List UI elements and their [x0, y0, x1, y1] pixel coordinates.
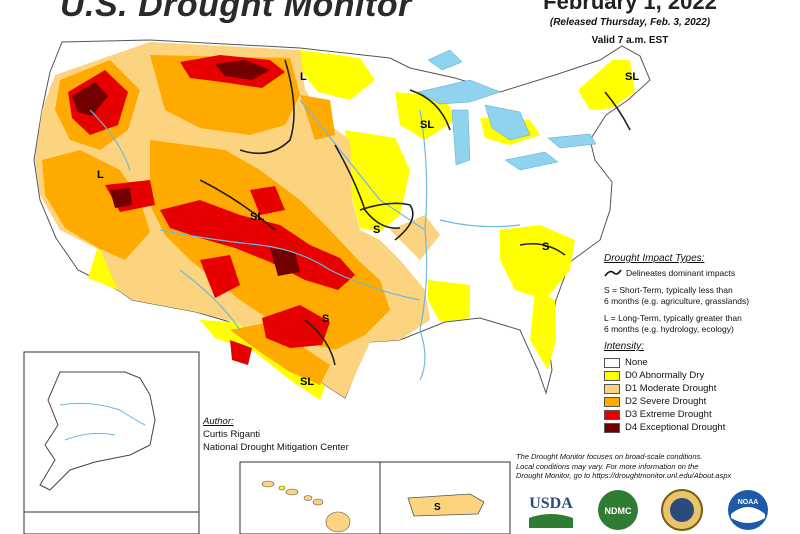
legend-label-d1: D1 Moderate Drought	[625, 383, 717, 394]
legend-item-d1: D1 Moderate Drought	[604, 382, 794, 395]
rivers	[89, 99, 521, 381]
puerto-rico-shape	[407, 493, 485, 517]
legend-label-d0: D0 Abnormally Dry	[625, 370, 705, 381]
release-date: (Released Thursday, Feb. 3, 2022)	[549, 17, 711, 28]
impact-long-term: L = Long-Term, typically greater than 6 …	[604, 313, 794, 335]
svg-text:NOAA: NOAA	[738, 499, 759, 506]
footnote-line-2: Local conditions may vary. For more info…	[516, 461, 699, 471]
footnote-line-1: The Drought Monitor focuses on broad-sca…	[516, 452, 703, 461]
author-heading: Author:	[203, 416, 234, 427]
impact-s-line-1: S = Short-Term, typically less than	[604, 285, 733, 295]
svg-text:USDA: USDA	[529, 495, 573, 512]
impact-line-label: Delineates dominant impacts	[626, 268, 736, 278]
legend-label-d2: D2 Severe Drought	[625, 396, 707, 407]
legend-label-none: None	[625, 357, 648, 368]
legend-item-d2: D2 Severe Drought	[604, 395, 794, 408]
svg-text:NDMC: NDMC	[605, 506, 632, 516]
map-label-sl-colorado: SL	[250, 211, 264, 223]
author-name: Curtis Riganti	[203, 429, 261, 440]
puerto-rico-inset-frame	[379, 461, 511, 534]
valid-time: Valid 7 a.m. EST	[591, 35, 669, 46]
ndmc-logo: NDMC	[598, 490, 638, 530]
map-date: February 1, 2022	[543, 0, 717, 14]
author-org: National Drought Mitigation Center	[203, 442, 349, 453]
alaska-inset-lower	[23, 511, 200, 534]
swatch-d1	[604, 383, 620, 394]
impact-boundaries	[199, 59, 631, 366]
legend-label-d3: D3 Extreme Drought	[625, 409, 712, 420]
map-label-l-montana: L	[300, 71, 307, 83]
commerce-logo	[661, 489, 703, 531]
intensity-list: None D0 Abnormally Dry D1 Moderate Droug…	[604, 356, 794, 434]
swatch-d4	[604, 422, 620, 433]
date-block: February 1, 2022 (Released Thursday, Feb…	[530, 0, 730, 48]
map-label-s-texas: S	[322, 313, 329, 325]
noaa-logo: NOAA	[728, 490, 768, 530]
hawaii-islands	[261, 480, 351, 533]
map-label-l-nevada: L	[97, 169, 104, 181]
hawaii-d0	[278, 485, 286, 491]
map-label-sl-michigan: SL	[420, 119, 434, 131]
impact-l-line-2: 6 months (e.g. hydrology, ecology)	[604, 324, 734, 334]
swatch-d0	[604, 370, 620, 381]
legend-item-d4: D4 Exceptional Drought	[604, 421, 794, 434]
partner-logos: USDA NDMC NOAA	[525, 488, 785, 534]
legend-item-d3: D3 Extreme Drought	[604, 408, 794, 421]
usda-logo: USDA	[529, 495, 573, 528]
swatch-d2	[604, 396, 620, 407]
impact-line-icon	[604, 269, 622, 277]
legend: Drought Impact Types: Delineates dominan…	[604, 253, 794, 434]
alaska-shape	[39, 371, 156, 491]
impact-line-item: Delineates dominant impacts	[604, 268, 794, 279]
impact-l-line-1: L = Long-Term, typically greater than	[604, 313, 742, 323]
footnote-line-3: Drought Monitor, go to https://droughtmo…	[516, 471, 732, 480]
legend-item-d0: D0 Abnormally Dry	[604, 369, 794, 382]
map-label-s-carolina: S	[542, 241, 549, 253]
impact-types-heading: Drought Impact Types:	[604, 253, 705, 264]
author-block: Author: Curtis Riganti National Drought …	[203, 415, 349, 454]
d4-areas	[72, 60, 300, 276]
legend-item-none: None	[604, 356, 794, 369]
great-lakes	[417, 49, 597, 171]
footnote: The Drought Monitor focuses on broad-sca…	[516, 452, 766, 481]
impact-short-term: S = Short-Term, typically less than 6 mo…	[604, 285, 794, 307]
map-title: U.S. Drought Monitor	[60, 0, 412, 24]
map-label-sl-texas: SL	[300, 376, 314, 388]
swatch-d3	[604, 409, 620, 420]
swatch-none	[604, 357, 620, 368]
alaska-rivers	[59, 402, 146, 441]
impact-s-line-2: 6 months (e.g. agriculture, grasslands)	[604, 296, 750, 306]
map-label-s-kansas: S	[373, 224, 380, 236]
legend-label-d4: D4 Exceptional Drought	[625, 422, 726, 433]
map-label-sl-maine: SL	[625, 71, 639, 83]
intensity-heading: Intensity:	[604, 341, 645, 352]
map-label-s-puerto-rico: S	[434, 502, 441, 513]
